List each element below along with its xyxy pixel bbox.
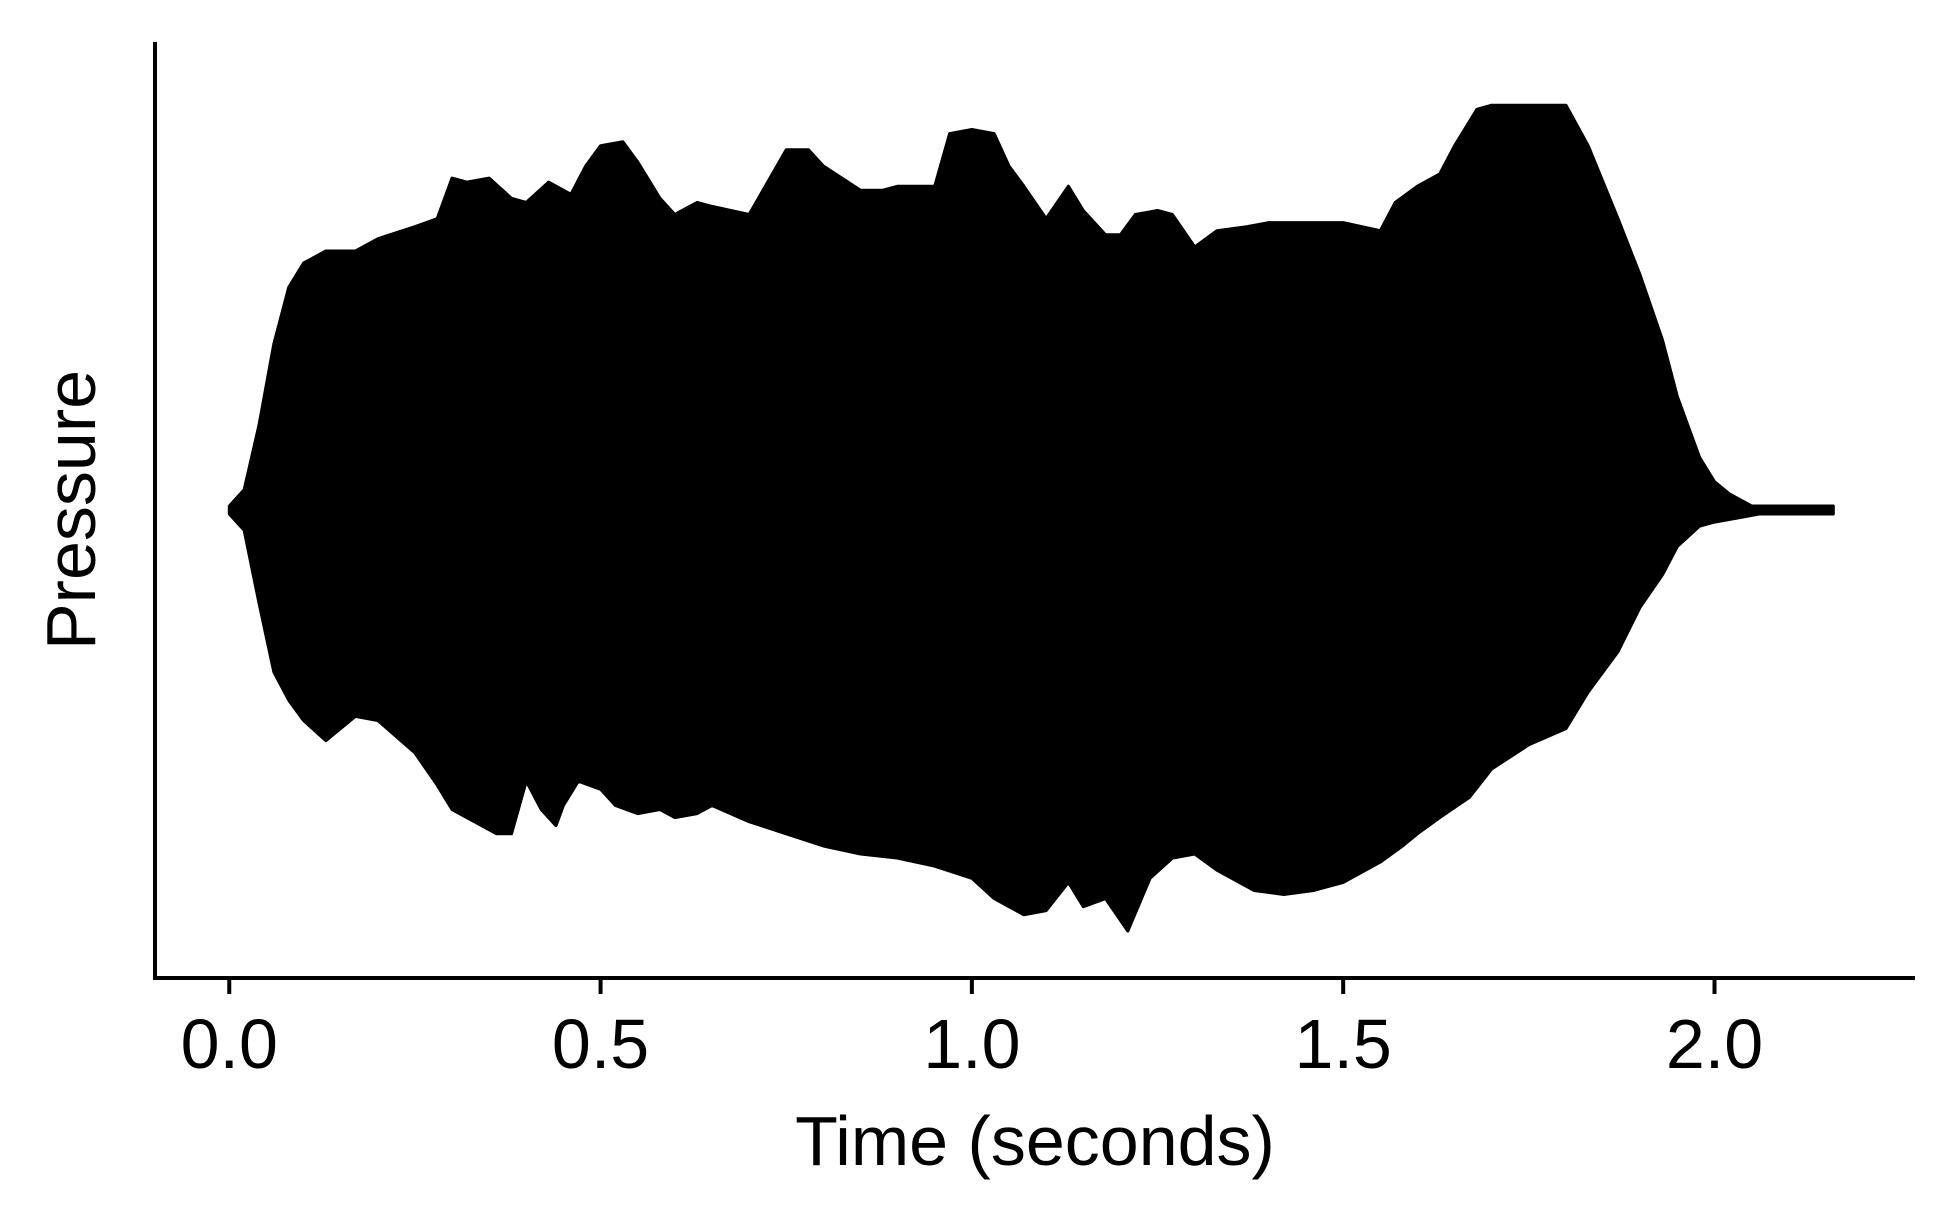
y-axis-title: Pressure	[32, 370, 110, 650]
waveform-area	[227, 103, 1835, 933]
x-axis-title: Time (seconds)	[795, 1102, 1275, 1180]
x-tick-label: 1.0	[923, 1005, 1020, 1083]
x-axis-ticks: 0.0 0.5 1.0 1.5 2.0	[181, 978, 1763, 1083]
plot-area	[227, 103, 1835, 933]
x-tick-label: 2.0	[1666, 1005, 1763, 1083]
x-tick-label: 1.5	[1295, 1005, 1392, 1083]
x-tick-label: 0.5	[552, 1005, 649, 1083]
x-tick-label: 0.0	[181, 1005, 278, 1083]
